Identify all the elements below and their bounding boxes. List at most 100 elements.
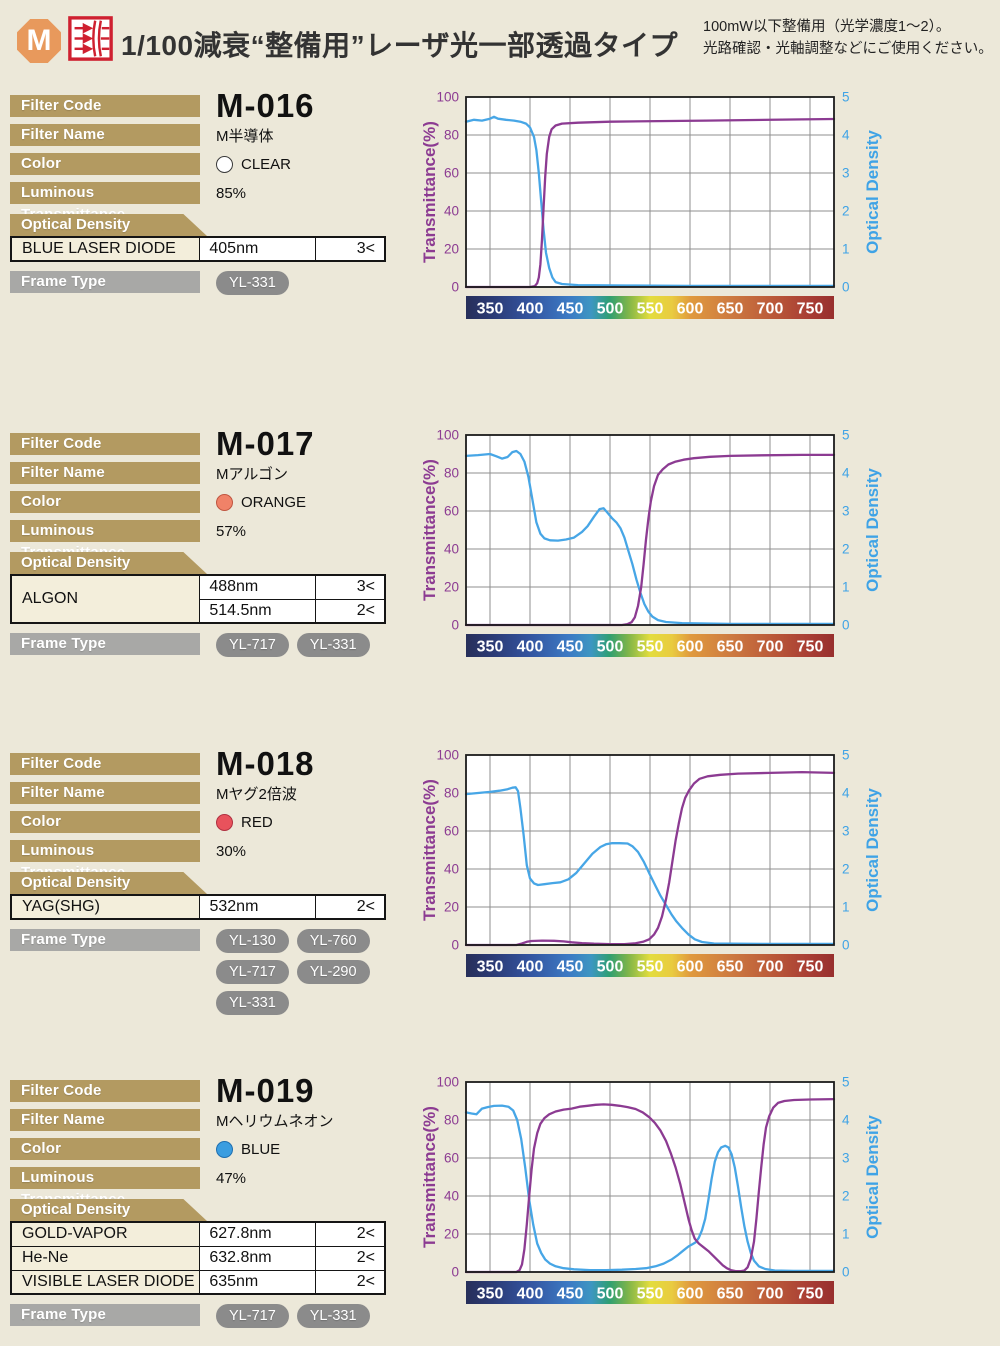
svg-text:350: 350: [477, 639, 504, 656]
frame-type-badge: YL-290: [296, 960, 370, 984]
od-laser-cell: VISIBLE LASER DIODE: [10, 1269, 201, 1295]
color-swatch-icon: [216, 493, 233, 511]
svg-text:1: 1: [842, 580, 850, 595]
svg-text:100: 100: [436, 90, 459, 105]
svg-text:750: 750: [797, 301, 824, 318]
svg-text:2: 2: [842, 1189, 850, 1204]
frame-type-badge: YL-331: [216, 271, 289, 295]
right-axis-ticks: 0 1 2 3 4 5: [842, 1075, 850, 1280]
svg-text:60: 60: [444, 1151, 459, 1166]
frame-type-badge: YL-717: [216, 1304, 289, 1328]
series-transmittance: [464, 1097, 836, 1274]
m-badge-letter: M: [26, 24, 52, 57]
frame-type-row: Frame Type YL-130 YL-760 YL-717 YL-290 YL-33…: [10, 929, 410, 1015]
od-laser-cell: BLUE LASER DIODE: [10, 236, 201, 262]
svg-text:2: 2: [842, 862, 850, 877]
od-table-row: VISIBLE LASER DIODE 635nm 2<: [10, 1269, 386, 1295]
optical-density-table: YAG(SHG) 532nm 2<: [10, 894, 386, 920]
color-label: Color: [10, 491, 200, 513]
filter-name-value: Mヤグ2倍波: [216, 785, 297, 803]
svg-text:350: 350: [477, 959, 504, 976]
svg-text:0: 0: [451, 280, 459, 295]
left-axis-label: Transmittance(%): [420, 121, 439, 263]
svg-text:5: 5: [842, 90, 850, 105]
color-name: BLUE: [241, 1140, 281, 1158]
filter-name-value: Mヘリウムネオン: [216, 1112, 334, 1130]
svg-text:400: 400: [517, 301, 544, 318]
od-laser-cell: He-Ne: [10, 1245, 201, 1271]
color-value: BLUE: [216, 1140, 281, 1158]
right-axis-label: Optical Density: [863, 130, 882, 254]
od-table-body: GOLD-VAPOR 627.8nm 2< He-Ne 632.8nm 2< VISIBLE…: [10, 1221, 386, 1295]
filter-code-label: Filter Code: [10, 1080, 200, 1102]
product-block: Filter Code M-017 Filter Name Mアルゴン Colo…: [0, 427, 1000, 761]
svg-text:400: 400: [517, 639, 544, 656]
od-laser-cell: GOLD-VAPOR: [10, 1221, 201, 1247]
frame-type-badges: YL-331: [216, 271, 410, 295]
frame-type-row: Frame Type YL-717 YL-331: [10, 1304, 410, 1328]
filter-code-label: Filter Code: [10, 753, 200, 775]
color-row: Color ORANGE: [10, 491, 410, 513]
luminous-transmittance-label: Luminous Transmittance: [10, 1167, 200, 1208]
svg-text:80: 80: [444, 786, 459, 801]
spec-panel: Filter Code M-017 Filter Name Mアルゴン Colo…: [10, 427, 410, 664]
series-transmittance: [464, 770, 836, 947]
left-axis-ticks: 0 20 40 60 80 100: [436, 748, 459, 953]
svg-text:4: 4: [842, 466, 850, 481]
luminous-transmittance-value: 47%: [216, 1169, 247, 1187]
transmittance-od-chart: 0 20 40 60 80 100 0 1 2 3 4 5 Transmittance(%) Optica…: [420, 748, 882, 977]
filter-code-row: Filter Code M-018: [10, 745, 410, 782]
svg-text:3: 3: [842, 166, 850, 181]
od-laser-cell: ALGON: [10, 574, 201, 624]
laser-partial-transmission-icon: [68, 16, 113, 61]
spectrum-colorbar: [466, 954, 834, 977]
svg-text:750: 750: [797, 1286, 824, 1303]
series-optical-density: [464, 1104, 836, 1273]
filter-code-value: M-018: [216, 745, 315, 782]
luminous-transmittance-row: Luminous Transmittance 57%: [10, 520, 410, 561]
svg-text:4: 4: [842, 786, 850, 801]
color-row: Color CLEAR: [10, 153, 410, 175]
svg-text:0: 0: [451, 938, 459, 953]
svg-text:450: 450: [557, 959, 584, 976]
right-axis-ticks: 0 1 2 3 4 5: [842, 428, 850, 633]
filter-name-value: M半導体: [216, 127, 274, 145]
right-axis-label: Optical Density: [863, 1115, 882, 1239]
od-table-body: BLUE LASER DIODE 405nm 3<: [10, 236, 386, 262]
svg-text:100: 100: [436, 428, 459, 443]
filter-name-row: Filter Name M半導体: [10, 124, 410, 146]
filter-code-row: Filter Code M-016: [10, 89, 410, 122]
right-axis-ticks: 0 1 2 3 4 5: [842, 748, 850, 953]
optical-density-table: ALGON 488nm 3< 514.5nm 2<: [10, 574, 386, 624]
luminous-transmittance-row: Luminous Transmittance 85%: [10, 182, 410, 223]
optical-density-label: Optical Density: [10, 872, 207, 894]
svg-text:550: 550: [637, 639, 664, 656]
luminous-transmittance-label: Luminous Transmittance: [10, 182, 200, 223]
svg-text:650: 650: [717, 959, 744, 976]
svg-text:0: 0: [842, 618, 850, 633]
frame-type-badges: YL-130 YL-760 YL-717 YL-290 YL-331: [216, 929, 410, 1015]
color-label: Color: [10, 153, 200, 175]
svg-text:550: 550: [637, 301, 664, 318]
right-axis-label: Optical Density: [863, 788, 882, 912]
frame-type-badge: YL-331: [216, 991, 289, 1015]
frame-type-label: Frame Type: [10, 1304, 200, 1326]
od-table-row: He-Ne 632.8nm 2<: [10, 1245, 386, 1271]
svg-text:750: 750: [797, 639, 824, 656]
svg-text:450: 450: [557, 639, 584, 656]
frame-type-badge: YL-760: [296, 929, 370, 953]
series-optical-density: [464, 786, 836, 946]
frame-type-label: Frame Type: [10, 929, 200, 951]
color-swatch-icon: [216, 155, 233, 173]
svg-text:5: 5: [842, 748, 850, 763]
color-name: RED: [241, 813, 273, 831]
spec-panel: Filter Code M-019 Filter Name Mヘリウムネオン C…: [10, 1074, 410, 1335]
header-note-line2: 光路確認・光軸調整などにご使用ください。: [703, 41, 993, 57]
svg-text:700: 700: [757, 639, 784, 656]
od-value-cell: 2<: [314, 598, 386, 624]
svg-text:1: 1: [842, 242, 850, 257]
header-note-line1: 100mW以下整備用（光学濃度1〜2）。: [703, 19, 951, 35]
svg-text:20: 20: [444, 900, 459, 915]
colorbar-labels: 350 400 450 500 550 600 650 700 750: [477, 301, 824, 318]
color-name: CLEAR: [241, 155, 292, 173]
